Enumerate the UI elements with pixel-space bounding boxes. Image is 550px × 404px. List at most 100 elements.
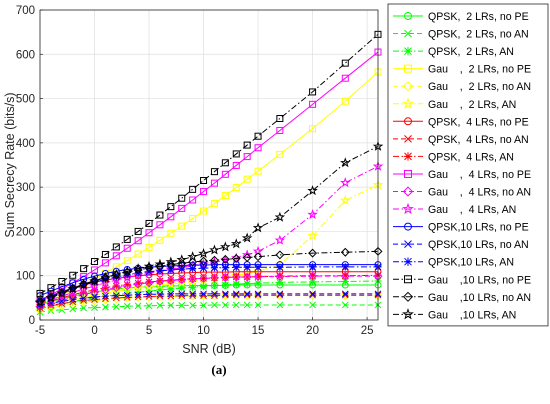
data-point bbox=[341, 290, 349, 298]
data-point bbox=[56, 287, 68, 298]
data-point bbox=[145, 278, 153, 286]
data-point bbox=[167, 290, 175, 298]
y-tick-label: 200 bbox=[16, 226, 35, 238]
data-point bbox=[221, 159, 229, 167]
data-point bbox=[243, 301, 251, 309]
data-point bbox=[254, 290, 262, 298]
data-point bbox=[58, 298, 66, 305]
legend-label: Gau , 4 LRs, no PE bbox=[428, 169, 531, 181]
data-point bbox=[309, 88, 317, 96]
data-point bbox=[222, 301, 229, 309]
data-point bbox=[276, 126, 284, 134]
data-point bbox=[145, 243, 153, 251]
data-point bbox=[254, 301, 262, 309]
data-point bbox=[309, 291, 316, 299]
legend-item: QPSK, 2 LRs, AN bbox=[393, 46, 514, 58]
data-point bbox=[134, 250, 142, 258]
data-point bbox=[308, 263, 317, 271]
series-line bbox=[39, 51, 379, 301]
figure-caption: (a) bbox=[211, 362, 226, 377]
data-point bbox=[220, 254, 230, 264]
data-point bbox=[308, 278, 317, 286]
data-point bbox=[45, 292, 57, 303]
data-point bbox=[134, 279, 142, 287]
data-point bbox=[276, 263, 284, 271]
data-point bbox=[90, 278, 99, 286]
data-point bbox=[112, 273, 120, 281]
data-point bbox=[340, 177, 351, 188]
data-point bbox=[254, 263, 262, 271]
data-point bbox=[101, 284, 110, 292]
x-tick-label: 0 bbox=[91, 325, 97, 337]
y-tick-label: 400 bbox=[16, 138, 35, 150]
data-point bbox=[200, 290, 207, 298]
data-point bbox=[210, 179, 218, 187]
data-point bbox=[111, 274, 122, 285]
data-point bbox=[91, 258, 99, 266]
data-point bbox=[340, 247, 350, 257]
data-point bbox=[155, 292, 165, 301]
legend-label: Gau ,10 LRs, no PE bbox=[428, 274, 531, 286]
data-point bbox=[252, 222, 264, 233]
data-point bbox=[189, 196, 197, 204]
data-point bbox=[67, 283, 78, 294]
data-point bbox=[232, 273, 240, 281]
legend-item: QPSK, 2 LRs, no PE bbox=[393, 11, 529, 23]
data-point bbox=[101, 250, 109, 258]
legend-label: Gau , 2 LRs, AN bbox=[428, 99, 516, 111]
data-point bbox=[78, 292, 89, 303]
data-point bbox=[156, 286, 164, 294]
data-point bbox=[254, 132, 262, 140]
data-point bbox=[340, 291, 350, 301]
legend: QPSK, 2 LRs, no PE QPSK, 2 LRs, no AN QPSK… bbox=[387, 3, 549, 327]
data-point bbox=[145, 287, 153, 295]
data-point bbox=[254, 279, 262, 287]
data-point bbox=[341, 277, 349, 286]
legend-label: QPSK, 4 LRs, no AN bbox=[428, 134, 529, 146]
data-point bbox=[341, 74, 349, 82]
data-point bbox=[111, 286, 122, 297]
legend-marker bbox=[404, 12, 412, 20]
data-point bbox=[211, 301, 218, 309]
data-point bbox=[200, 188, 208, 196]
legend-marker bbox=[404, 240, 412, 249]
series-line bbox=[39, 250, 379, 302]
data-point bbox=[123, 257, 131, 265]
legend-item: Gau , 2 LRs, no AN bbox=[393, 81, 531, 93]
series-8 bbox=[36, 291, 382, 311]
data-point bbox=[222, 291, 229, 299]
data-point bbox=[100, 285, 110, 295]
data-point bbox=[340, 271, 350, 281]
legend-item: Gau , 4 LRs, no PE bbox=[393, 169, 531, 181]
data-point bbox=[276, 115, 284, 122]
series-line bbox=[39, 145, 379, 303]
data-point bbox=[156, 236, 164, 244]
data-point bbox=[232, 301, 240, 309]
data-point bbox=[242, 291, 252, 301]
data-point bbox=[276, 301, 284, 309]
legend-label: Gau , 4 LRs, no AN bbox=[428, 187, 531, 199]
data-point bbox=[189, 283, 197, 291]
data-point bbox=[155, 277, 165, 286]
legend-label: Gau , 2 LRs, no PE bbox=[428, 64, 531, 76]
data-point bbox=[178, 204, 186, 212]
data-point bbox=[222, 290, 229, 298]
legend-item: Gau ,10 LRs, no AN bbox=[393, 291, 531, 304]
legend-label: QPSK, 4 LRs, AN bbox=[428, 151, 514, 163]
data-point bbox=[80, 304, 87, 312]
data-point bbox=[209, 244, 220, 255]
data-point bbox=[134, 291, 142, 299]
data-point bbox=[145, 219, 153, 227]
data-point bbox=[144, 278, 154, 288]
data-point bbox=[243, 280, 251, 288]
data-point bbox=[231, 291, 241, 301]
data-point bbox=[309, 100, 317, 108]
data-point bbox=[274, 211, 286, 222]
data-point bbox=[132, 263, 144, 274]
data-point bbox=[341, 301, 349, 309]
data-point bbox=[167, 285, 175, 293]
legend-marker bbox=[402, 186, 414, 197]
data-point bbox=[199, 256, 209, 266]
data-point bbox=[221, 192, 229, 200]
